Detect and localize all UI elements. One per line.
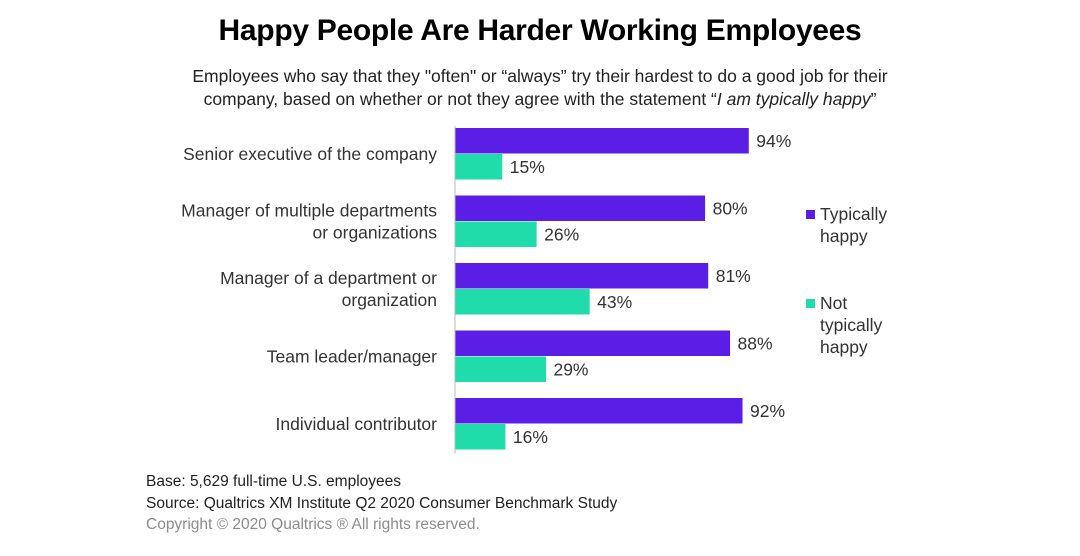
data-label: 81% <box>716 266 751 286</box>
bar <box>455 195 706 221</box>
bar <box>455 154 503 180</box>
subtitle-italic-statement: I am typically happy <box>716 89 871 109</box>
chart-title: Happy People Are Harder Working Employee… <box>218 14 862 47</box>
data-label: 94% <box>756 131 791 151</box>
bar <box>455 289 590 315</box>
data-label: 16% <box>513 427 548 447</box>
footer-base-note: Base: 5,629 full-time U.S. employees <box>146 473 402 490</box>
footer-source-note: Source: Qualtrics XM Institute Q2 2020 C… <box>146 495 618 512</box>
data-label: 80% <box>713 198 748 218</box>
data-label: 15% <box>510 157 545 177</box>
bar <box>455 424 506 450</box>
subtitle-suffix: ” <box>870 89 877 109</box>
footer-copyright: Copyright © 2020 Qualtrics ® All rights … <box>146 516 480 533</box>
legend-label: Not typically happy <box>820 293 882 357</box>
bar <box>455 356 546 382</box>
category-label: Team leader/manager <box>267 346 437 366</box>
data-label: 43% <box>597 292 632 312</box>
legend-label: Typically happy <box>820 204 887 246</box>
data-label: 92% <box>750 401 785 421</box>
legend-swatch <box>806 299 815 308</box>
category-label: Individual contributor <box>276 414 438 434</box>
bar <box>455 330 731 356</box>
chart-subtitle-line-2: company, based on whether or not they ag… <box>140 89 940 110</box>
bar <box>455 221 537 247</box>
category-label: Manager of multiple departments or organi… <box>181 200 437 242</box>
subtitle-prefix: company, based on whether or not they ag… <box>203 89 717 109</box>
data-label: 29% <box>553 359 588 379</box>
data-label: 88% <box>738 333 773 353</box>
category-label: Manager of a department or organization <box>220 268 437 310</box>
data-label: 26% <box>544 224 579 244</box>
bar <box>455 128 749 154</box>
category-label: Senior executive of the company <box>183 144 437 164</box>
legend-swatch <box>806 210 815 219</box>
chart-subtitle-line-1: Employees who say that they "often" or “… <box>192 66 888 86</box>
bar <box>455 263 709 289</box>
bar <box>455 398 743 424</box>
